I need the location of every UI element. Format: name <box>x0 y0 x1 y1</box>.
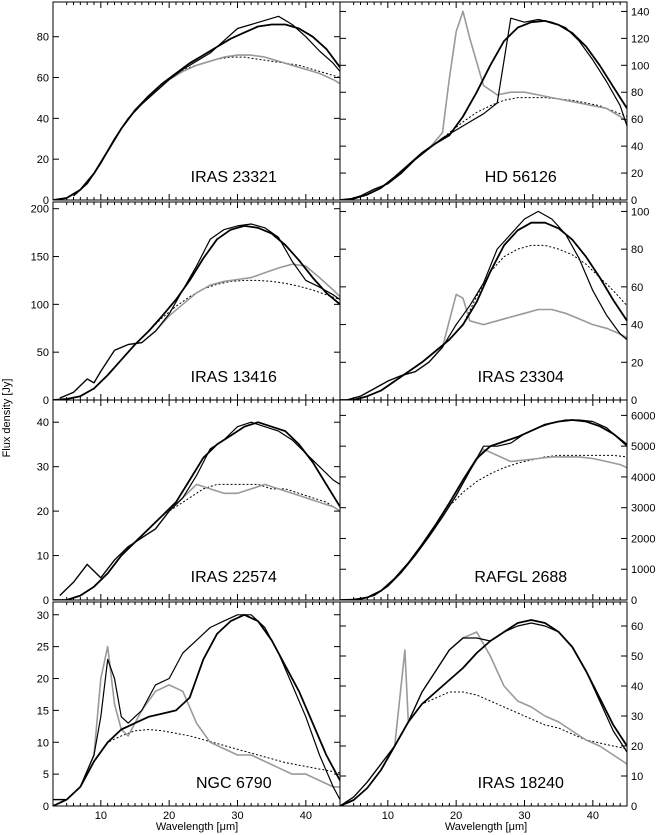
series-line-observed <box>59 223 340 399</box>
y-tick-label: 40 <box>37 113 49 125</box>
series-line-observed <box>73 15 340 197</box>
panel-object-label: RAFGL 2688 <box>474 569 567 586</box>
series-line-observed <box>53 614 340 801</box>
series-line-model-total <box>53 421 340 600</box>
y-tick-label: 10 <box>631 771 643 783</box>
y-tick-label: 40 <box>631 681 643 693</box>
spectrum-panel: 10 20 30 40 0 10 20 30 40 50 60 IRAS 18240 <box>339 601 643 822</box>
series-line-observed <box>346 17 627 200</box>
x-tick-label: 20 <box>163 810 175 822</box>
y-tick-label: 5 <box>43 769 49 781</box>
y-tick-label: 40 <box>631 320 643 332</box>
y-tick-label: 25 <box>37 642 49 654</box>
y-tick-label: 100 <box>31 299 49 311</box>
y-tick-label: 20 <box>631 168 643 180</box>
series-line-continuum <box>53 729 340 806</box>
y-tick-label: 80 <box>631 244 643 256</box>
y-tick-label: 50 <box>631 651 643 663</box>
x-axis-title-right: Wavelength [μm] <box>445 821 527 833</box>
x-tick-label: 20 <box>450 810 462 822</box>
series-line-model-total <box>340 221 627 400</box>
x-axis-title-left: Wavelength [μm] <box>156 821 238 833</box>
series-line-observed <box>340 622 627 806</box>
series-line-observed <box>346 419 627 600</box>
panel-object-label: IRAS 18240 <box>478 775 564 792</box>
y-tick-label: 20 <box>631 741 643 753</box>
spectrum-panel: 0 1000 2000 3000 4000 5000 6000 RAFGL 2688 <box>339 399 655 607</box>
y-tick-label: 80 <box>631 87 643 99</box>
y-tick-label: 60 <box>37 73 49 85</box>
y-tick-label: 40 <box>631 141 643 153</box>
y-tick-label: 0 <box>43 395 49 407</box>
spectrum-panel: 0 10 20 30 40 IRAS 22574 <box>37 399 341 607</box>
series-line-model-total <box>340 19 627 200</box>
x-tick-label: 40 <box>587 810 599 822</box>
y-tick-label: 0 <box>631 395 637 407</box>
y-tick-label: 0 <box>631 801 637 813</box>
panel-object-label: HD 56126 <box>485 169 557 186</box>
y-tick-label: 4000 <box>631 472 655 484</box>
y-tick-label: 6000 <box>631 410 655 422</box>
y-tick-label: 120 <box>631 33 649 45</box>
series-line-model-total <box>53 613 340 806</box>
y-tick-label: 30 <box>37 462 49 474</box>
y-tick-label: 30 <box>37 610 49 622</box>
x-tick-label: 30 <box>231 810 243 822</box>
y-tick-label: 5000 <box>631 441 655 453</box>
x-tick-label: 10 <box>95 810 107 822</box>
y-tick-label: 200 <box>31 204 49 216</box>
panel-object-label: IRAS 13416 <box>191 369 277 386</box>
y-tick-label: 40 <box>37 417 49 429</box>
y-tick-label: 150 <box>31 252 49 264</box>
y-tick-label: 20 <box>37 674 49 686</box>
y-tick-label: 100 <box>631 206 649 218</box>
y-tick-label: 10 <box>37 737 49 749</box>
series-line-gray-spectrum <box>53 645 340 801</box>
y-tick-label: 0 <box>43 801 49 813</box>
y-tick-label: 0 <box>43 195 49 207</box>
series-line-continuum <box>340 454 627 600</box>
series-line-observed <box>59 421 340 597</box>
y-tick-label: 100 <box>631 60 649 72</box>
y-tick-label: 10 <box>37 551 49 563</box>
y-tick-label: 20 <box>37 506 49 518</box>
y-tick-label: 0 <box>43 595 49 607</box>
spectrum-panel: 10 20 30 40 0 5 10 15 20 25 30 NGC 6790 <box>37 601 341 822</box>
y-axis-title: Flux density [Jy] <box>1 379 13 458</box>
y-tick-label: 1000 <box>631 564 655 576</box>
y-tick-label: 60 <box>631 282 643 294</box>
y-tick-label: 0 <box>631 595 637 607</box>
y-tick-label: 3000 <box>631 503 655 515</box>
spectrum-panel: 0 50 100 150 200 IRAS 13416 <box>31 201 341 407</box>
panel-frame <box>339 1 628 201</box>
series-line-model-total <box>340 419 627 600</box>
y-tick-label: 20 <box>37 154 49 166</box>
panel-object-label: IRAS 23304 <box>478 369 564 386</box>
spectrum-panel: 0 20 40 60 80 IRAS 23321 <box>37 1 341 207</box>
y-tick-label: 60 <box>631 114 643 126</box>
x-tick-label: 30 <box>518 810 530 822</box>
panel-object-label: NGC 6790 <box>196 775 272 792</box>
y-tick-label: 15 <box>37 705 49 717</box>
series-line-model-total <box>53 224 340 400</box>
x-tick-label: 10 <box>382 810 394 822</box>
y-tick-label: 30 <box>631 711 643 723</box>
y-tick-label: 60 <box>631 621 643 633</box>
series-line-observed <box>346 210 627 400</box>
y-tick-label: 0 <box>631 195 637 207</box>
spectrum-panel: 0 20 40 60 80 100 IRAS 23304 <box>339 201 649 407</box>
y-tick-label: 80 <box>37 32 49 44</box>
spectrum-panel: 0 20 40 60 80 100 120 140 HD 56126 <box>339 1 649 207</box>
y-tick-label: 140 <box>631 6 649 18</box>
y-tick-label: 50 <box>37 347 49 359</box>
panel-object-label: IRAS 23321 <box>191 169 277 186</box>
y-tick-label: 20 <box>631 357 643 369</box>
panel-object-label: IRAS 22574 <box>191 569 277 586</box>
series-line-continuum <box>340 97 627 200</box>
x-tick-label: 40 <box>300 810 312 822</box>
y-tick-label: 2000 <box>631 533 655 545</box>
